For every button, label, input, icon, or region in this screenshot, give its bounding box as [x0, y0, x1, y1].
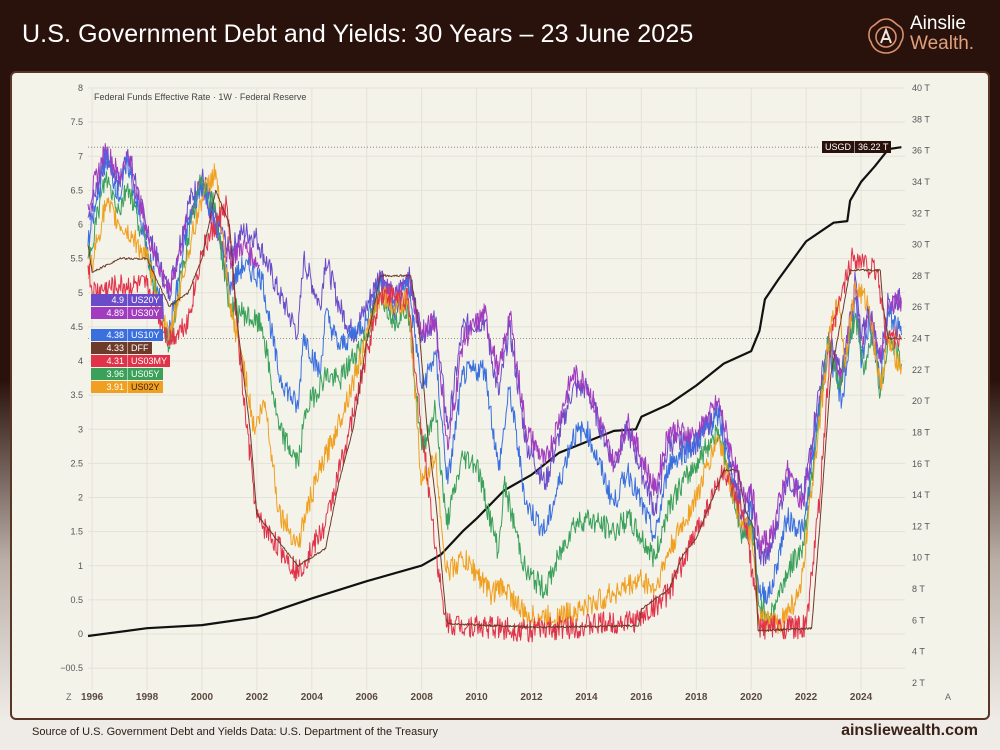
logo-line-1: Ainslie — [910, 13, 966, 34]
tag-symbol: US20Y — [131, 294, 160, 305]
left-tick-label: 7.5 — [70, 117, 83, 127]
right-tick-label: 28 T — [912, 271, 930, 281]
tag-symbol: DFF — [131, 343, 149, 354]
right-tick-label: 6 T — [912, 615, 925, 625]
tag-value: 3.91 — [91, 381, 128, 394]
left-tick-label: 0.5 — [70, 595, 83, 605]
x-tick-label: 1998 — [136, 692, 159, 703]
axes: −00.5 0 0.5 1 1.5 2 2.5 3 3.5 4 4.5 5 5.5 6 6.5 7 7.5 8 2 … — [60, 83, 951, 703]
right-tick-label: 30 T — [912, 240, 930, 250]
tag-value: 3.96 — [91, 368, 128, 381]
tag-dff: 4.33 DFF — [91, 342, 152, 355]
series-line-usgd — [87, 146, 902, 638]
tag-us05y: 3.96 US05Y — [91, 368, 163, 381]
x-tick-label: 2022 — [795, 692, 818, 703]
right-tick-label: 36 T — [912, 146, 930, 156]
x-tick-label: 1996 — [81, 692, 104, 703]
x-tick-label: 2002 — [246, 692, 269, 703]
tag-symbol: US05Y — [131, 369, 160, 380]
x-tick-label: 2020 — [740, 692, 763, 703]
left-scale-toggle[interactable]: Z — [66, 692, 72, 702]
left-tick-label: 6 — [78, 220, 83, 230]
tag-value: 36.22 T — [858, 142, 889, 153]
right-tick-label: 32 T — [912, 208, 930, 218]
right-tick-label: 26 T — [912, 302, 930, 312]
left-tick-label: 3.5 — [70, 390, 83, 400]
left-tick-label: 1.5 — [70, 527, 83, 537]
ainslie-logo-icon — [868, 18, 904, 54]
x-tick-label: 2004 — [301, 692, 324, 703]
tag-symbol: US30Y — [131, 307, 160, 318]
source-note: Source of U.S. Government Debt and Yield… — [32, 726, 438, 738]
tag-us30y: 4.89 US30Y — [91, 306, 163, 319]
right-tick-label: 38 T — [912, 114, 930, 124]
left-tick-label: 0 — [78, 629, 83, 639]
x-tick-label: 2010 — [465, 692, 488, 703]
left-tick-label: 4.5 — [70, 322, 83, 332]
left-tick-label: 5.5 — [70, 254, 83, 264]
tag-value: 4.89 — [91, 306, 128, 319]
x-tick-label: 2006 — [356, 692, 379, 703]
right-tick-label: 10 T — [912, 553, 930, 563]
tag-symbol: US02Y — [131, 382, 160, 393]
right-tick-label: 2 T — [912, 678, 925, 688]
tag-symbol: USGD — [822, 141, 856, 154]
x-tick-label: 2018 — [685, 692, 708, 703]
left-tick-label: 4 — [78, 356, 83, 366]
series-line-us03my — [87, 195, 902, 643]
right-tick-label: 22 T — [912, 365, 930, 375]
series-line-us30y — [87, 143, 902, 556]
tag-value: 4.31 — [91, 355, 128, 368]
page-title: U.S. Government Debt and Yields: 30 Year… — [22, 20, 694, 48]
right-tick-label: 34 T — [912, 177, 930, 187]
x-tick-label: 2008 — [411, 692, 434, 703]
tag-symbol: US03MY — [131, 356, 168, 367]
x-tick-label: 2016 — [630, 692, 653, 703]
left-tick-label: 5 — [78, 288, 83, 298]
tag-usgd: USGD 36.22 T — [822, 141, 892, 154]
left-tick-label: 6.5 — [70, 185, 83, 195]
right-tick-label: 20 T — [912, 396, 930, 406]
tag-us10y: 4.38 US10Y — [91, 329, 163, 342]
right-tick-label: 18 T — [912, 427, 930, 437]
right-tick-label: 16 T — [912, 459, 930, 469]
left-tick-label: 7 — [78, 151, 83, 161]
series-line-us02y — [87, 163, 902, 634]
tag-us02y: 3.91 US02Y — [91, 381, 163, 394]
left-tick-label: −00.5 — [60, 663, 83, 673]
right-tick-label: 4 T — [912, 647, 925, 657]
tag-value: 4.9 — [91, 293, 128, 306]
left-tick-label: 8 — [78, 83, 83, 93]
tag-value: 4.38 — [91, 329, 128, 342]
right-scale-toggle[interactable]: A — [945, 692, 951, 702]
left-tick-label: 2 — [78, 493, 83, 503]
tag-value: 4.33 — [91, 342, 128, 355]
left-tick-label: 2.5 — [70, 458, 83, 468]
right-tick-label: 40 T — [912, 83, 930, 93]
brand-logo: Ainslie Wealth. — [866, 14, 990, 62]
chart-subtitle: Federal Funds Effective Rate · 1W · Fede… — [94, 92, 306, 102]
tag-us20y: 4.9 US20Y — [91, 293, 163, 306]
right-tick-label: 12 T — [912, 521, 930, 531]
website-link[interactable]: ainsliewealth.com — [841, 722, 978, 739]
x-tick-label: 2024 — [850, 692, 873, 703]
x-tick-label: 2012 — [520, 692, 543, 703]
series-line-dff — [87, 189, 902, 632]
tag-us03my: 4.31 US03MY — [91, 355, 171, 368]
right-tick-label: 24 T — [912, 334, 930, 344]
x-tick-label: 2000 — [191, 692, 214, 703]
left-tick-label: 1 — [78, 561, 83, 571]
right-tick-label: 8 T — [912, 584, 925, 594]
left-tick-label: 3 — [78, 424, 83, 434]
right-tick-label: 14 T — [912, 490, 930, 500]
overlay — [88, 146, 905, 339]
tag-symbol: US10Y — [131, 330, 160, 341]
logo-line-2: Wealth. — [910, 33, 975, 54]
series-lines — [87, 143, 902, 643]
x-tick-label: 2014 — [575, 692, 598, 703]
